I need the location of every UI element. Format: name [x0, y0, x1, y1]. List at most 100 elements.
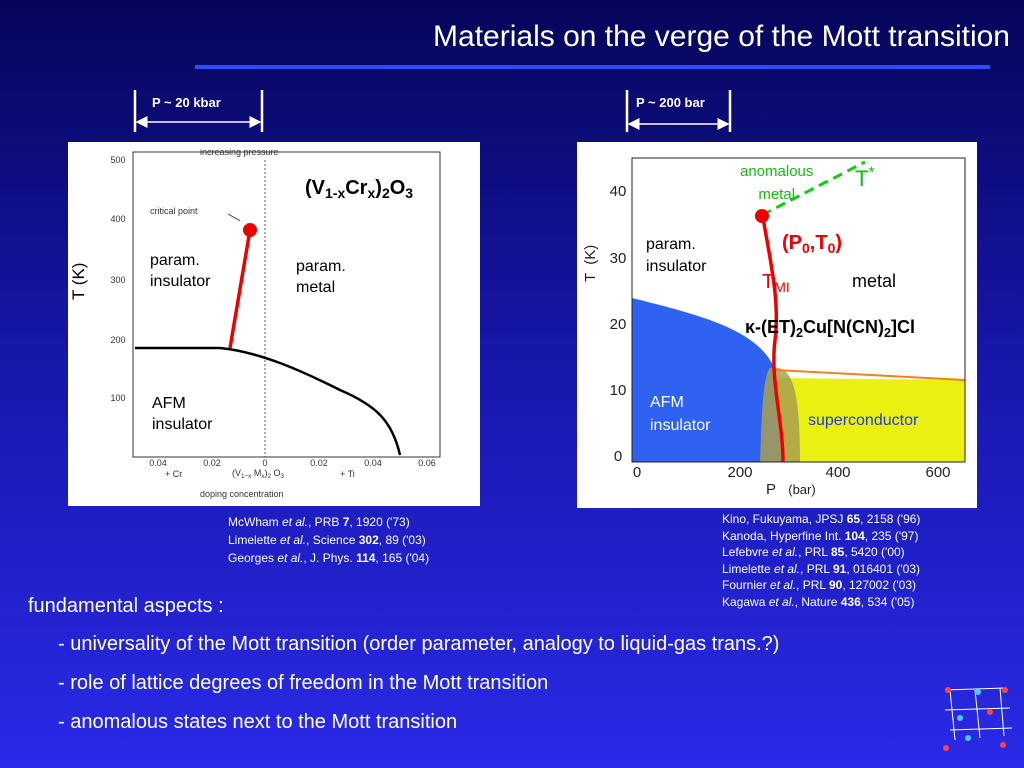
x-tick-label: 600 — [925, 464, 951, 481]
text-part: κ-(ET) — [745, 317, 797, 337]
x-tick-label: 0 — [632, 464, 642, 481]
citation-volume: 436 — [840, 594, 861, 609]
tstar-label: T* — [855, 164, 875, 191]
text-part: ) — [264, 468, 268, 478]
first-order-line — [228, 229, 252, 349]
pointer — [227, 213, 247, 225]
citation-rest: , 2158 ('96) — [860, 512, 921, 526]
y-tick-label: 20 — [609, 316, 627, 333]
citation-etal: et al. — [280, 533, 307, 547]
citation: Kanoda, Hyperfine Int. 104, 235 ('97) — [722, 530, 918, 542]
y-tick-label: 500 — [110, 155, 126, 165]
citation-rest: , 5420 ('00) — [844, 545, 905, 559]
tc-line — [774, 369, 966, 381]
citation-authors: Lefebvre — [722, 545, 773, 559]
text-part: 2 — [884, 325, 892, 340]
text-line: param. — [150, 252, 200, 269]
bracket-left — [133, 90, 264, 132]
text-part: x — [261, 472, 265, 480]
text-part: T — [855, 166, 869, 191]
tmi-label: TMI — [762, 271, 790, 296]
y-tick-label: 300 — [110, 275, 126, 285]
x-tick-label: 0.02 — [310, 458, 328, 468]
y-tick-label: 40 — [609, 183, 627, 200]
citation-etal: et al. — [774, 561, 801, 576]
text-part: 1−x — [241, 472, 252, 480]
region-label: metal — [852, 271, 897, 291]
region-label: AFM insulator — [152, 394, 212, 436]
x-label-part: P — [766, 481, 776, 498]
sc-region — [775, 378, 965, 462]
tstar-line — [761, 160, 866, 217]
citation-rest: , 89 ('03) — [378, 533, 426, 547]
critical-label: (P0,T0) — [782, 233, 842, 257]
citation-authors: Kino, Fukuyama — [722, 512, 809, 526]
text-line: anomalous — [740, 163, 814, 180]
citation-volume: 85 — [830, 545, 845, 559]
text-part: MI — [774, 279, 790, 296]
citation-journal: , PRB — [308, 515, 343, 529]
afm-region — [632, 298, 782, 462]
critical-point — [755, 209, 769, 223]
text-part: M — [251, 468, 262, 478]
y-tick-label: 0 — [613, 448, 623, 465]
text-part: x — [367, 185, 376, 202]
citation: Kagawa et al., Nature 436, 534 ('05) — [722, 596, 914, 608]
citation-volume: 114 — [356, 551, 376, 565]
citation-authors: Limelette — [722, 561, 775, 576]
citation-journal: , PRL — [798, 545, 831, 559]
text-part: (V — [232, 468, 241, 478]
compound: κ-(ET)2Cu[N(CN)2]Cl — [745, 317, 916, 339]
citation-authors: Limelette — [228, 533, 281, 547]
lattice-icon — [943, 687, 1013, 751]
text-line: param. — [296, 258, 346, 275]
y-label: T (K) — [69, 262, 88, 300]
citation-authors: Kagawa — [722, 594, 769, 609]
text-line: insulator — [650, 417, 711, 435]
figure-left — [68, 142, 480, 506]
y-tick-label: 30 — [609, 250, 627, 267]
citation-rest: , 165 ('04) — [375, 551, 430, 565]
citation-journal: , PRL — [796, 578, 829, 592]
citation: Georges et al., J. Phys. 114, 165 ('04) — [228, 552, 429, 564]
citation-volume: 7 — [342, 515, 350, 529]
citation-volume: 91 — [832, 561, 847, 576]
bullet: - universality of the Mott transition (o… — [58, 633, 780, 655]
text-part: 0 — [802, 240, 810, 257]
y-tick-label: 200 — [110, 335, 126, 345]
region-label: AFM insulator — [650, 391, 710, 437]
axes-right — [631, 157, 966, 463]
citation-volume: 302 — [358, 533, 379, 547]
y-tick-label: 400 — [110, 214, 126, 224]
x-annotation: + Ti — [340, 469, 355, 479]
citation: Lefebvre et al., PRL 85, 5420 ('00) — [722, 546, 905, 558]
citation-journal: , PRL — [800, 561, 833, 576]
citation-journal: , J. Phys. — [303, 551, 357, 565]
x-tick-label: 0.02 — [203, 458, 221, 468]
text-part: Cr — [345, 177, 368, 199]
text-part: * — [868, 164, 875, 182]
y-label-part: T — [582, 273, 599, 282]
citation: Kino, Fukuyama, JPSJ 65, 2158 ('96) — [722, 513, 920, 525]
text-part: Cu[N(CN) — [803, 317, 885, 337]
text-part: ]Cl — [891, 317, 916, 337]
x-label: P (bar) — [766, 482, 816, 497]
compound-axis: (V1−x Mx)2 O3 — [232, 468, 285, 480]
text-line: insulator — [150, 272, 211, 290]
pressure-label: P ~ 20 kbar — [152, 95, 221, 110]
text-part: 2 — [381, 185, 390, 202]
text-line: metal — [758, 185, 796, 203]
text-part: 2 — [267, 472, 271, 480]
bullet: fundamental aspects : — [28, 595, 224, 617]
text-part: T — [762, 271, 775, 293]
citation-journal: , Science — [306, 533, 359, 547]
citation-etal: et al. — [770, 578, 797, 592]
text-part: O — [271, 468, 281, 478]
title: Materials on the verge of the Mott trans… — [433, 20, 1010, 53]
text-part: 3 — [405, 185, 414, 202]
x-tick-label: 0.06 — [418, 458, 436, 468]
text-part: 3 — [280, 472, 285, 480]
critical-point — [243, 223, 257, 237]
citation-etal: et al. — [772, 545, 799, 559]
